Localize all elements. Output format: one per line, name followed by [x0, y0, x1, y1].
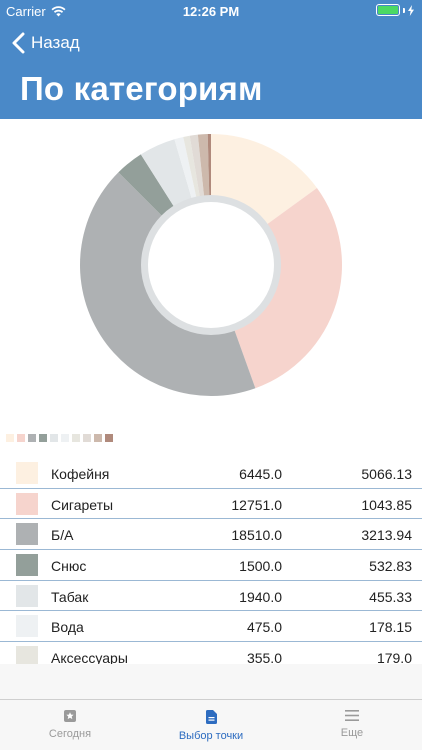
- category-quantity: 475.0: [246, 619, 282, 636]
- category-quantity: 6445.0: [239, 466, 282, 482]
- category-list: Кофейня 6445.0 5066.13 Сигареты 12751.0 1043.…: [0, 458, 422, 664]
- list-item[interactable]: Табак 1940.0 455.33: [0, 581, 422, 612]
- category-sum: 5066.13: [361, 466, 412, 482]
- category-color-swatch: [16, 523, 38, 546]
- category-name: Б/А: [51, 527, 74, 544]
- category-sum: 532.83: [369, 558, 412, 575]
- category-quantity: 355.0: [246, 650, 282, 664]
- category-name: Вода: [51, 619, 84, 636]
- tab-select-point[interactable]: Выбор точки: [141, 710, 281, 742]
- category-name: Аксессуары: [51, 650, 128, 664]
- star-icon: [64, 710, 76, 722]
- legend-swatch-1: [17, 434, 25, 442]
- battery-icon: [376, 4, 414, 16]
- carrier-label: Carrier: [6, 4, 46, 19]
- back-button[interactable]: Назад: [12, 32, 80, 54]
- category-name: Снюс: [51, 558, 87, 575]
- category-color-swatch: [16, 492, 38, 515]
- carrier: Carrier: [6, 4, 66, 19]
- category-quantity: 1500.0: [239, 558, 282, 575]
- row-divider: [0, 610, 422, 612]
- tab-today[interactable]: Сегодня: [0, 710, 140, 740]
- legend-swatch-8: [94, 434, 102, 442]
- category-name: Кофейня: [51, 466, 110, 482]
- tab-select-point-label: Выбор точки: [178, 730, 244, 742]
- status-bar: Carrier 12:26 PM: [0, 0, 422, 22]
- charging-icon: [408, 4, 414, 16]
- tab-bar: Сегодня Выбор точки Еще: [0, 664, 422, 750]
- list-item[interactable]: Кофейня 6445.0 5066.13: [0, 458, 422, 489]
- tab-more[interactable]: Еще: [282, 710, 422, 739]
- category-sum: 1043.85: [361, 496, 412, 513]
- category-quantity: 18510.0: [231, 527, 282, 544]
- row-divider: [0, 518, 422, 520]
- wifi-icon: [51, 6, 66, 17]
- legend-swatch-4: [50, 434, 58, 442]
- list-item[interactable]: Б/А 18510.0 3213.94: [0, 519, 422, 551]
- legend-swatch-6: [72, 434, 80, 442]
- chevron-left-icon: [12, 32, 25, 54]
- row-divider: [0, 641, 422, 643]
- menu-icon: [345, 710, 359, 721]
- legend-swatch-0: [6, 434, 14, 442]
- category-quantity: 1940.0: [239, 588, 282, 605]
- category-color-swatch: [16, 554, 38, 577]
- category-color-swatch: [16, 584, 38, 607]
- legend-swatch-2: [28, 434, 36, 442]
- category-color-swatch: [16, 646, 38, 664]
- donut-chart: [79, 134, 343, 396]
- category-sum: 3213.94: [361, 527, 412, 544]
- category-quantity: 12751.0: [231, 496, 282, 513]
- status-time: 12:26 PM: [182, 4, 240, 19]
- donut-hole: [148, 202, 274, 328]
- legend-swatch-9: [105, 434, 113, 442]
- category-sum: 179.0: [376, 650, 412, 664]
- list-item[interactable]: Снюс 1500.0 532.83: [0, 550, 422, 581]
- category-color-swatch: [16, 615, 38, 638]
- tab-more-label: Еще: [340, 727, 364, 739]
- document-icon: [205, 710, 217, 724]
- category-sum: 455.33: [369, 588, 412, 605]
- nav-header: Carrier 12:26 PM Назад По категориям: [0, 0, 422, 119]
- chart-legend: [6, 434, 113, 442]
- list-item[interactable]: Вода 475.0 178.15: [0, 611, 422, 643]
- row-divider: [0, 487, 422, 489]
- back-label: Назад: [31, 33, 80, 52]
- category-sum: 178.15: [369, 619, 412, 636]
- tab-today-label: Сегодня: [48, 728, 92, 740]
- row-divider: [0, 549, 422, 551]
- legend-swatch-7: [83, 434, 91, 442]
- page-title: По категориям: [20, 70, 263, 107]
- category-name: Сигареты: [51, 496, 114, 513]
- category-color-swatch: [16, 462, 38, 484]
- list-item[interactable]: Аксессуары 355.0 179.0: [0, 642, 422, 664]
- row-divider: [0, 579, 422, 581]
- category-name: Табак: [51, 588, 89, 605]
- legend-swatch-3: [39, 434, 47, 442]
- list-item[interactable]: Сигареты 12751.0 1043.85: [0, 489, 422, 520]
- legend-swatch-5: [61, 434, 69, 442]
